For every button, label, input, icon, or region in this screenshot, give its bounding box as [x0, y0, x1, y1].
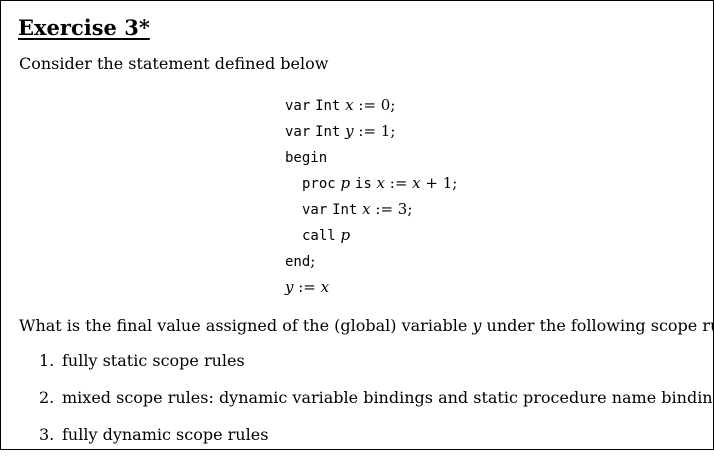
assignment-text: := 1;: [353, 122, 396, 140]
option-text: fully dynamic scope rules: [62, 425, 269, 444]
assignment-text: := 0;: [353, 96, 396, 114]
question-after: under the following scope rules?: [486, 316, 714, 335]
keyword-var: var: [302, 202, 328, 218]
semicolon: ;: [310, 252, 316, 270]
option-number: 1.: [39, 351, 55, 370]
keyword-is: is: [354, 176, 372, 192]
option-item: 3. fully dynamic scope rules: [39, 425, 714, 462]
code-line-8: y := x: [285, 277, 457, 303]
variable-x: x: [320, 278, 330, 296]
code-line-6: call p: [285, 225, 457, 251]
variable-x: x: [412, 174, 421, 192]
variable-y: y: [345, 122, 354, 140]
option-item: 2. mixed scope rules: dynamic variable bi…: [39, 388, 714, 425]
code-block: var Int x := 0; var Int y := 1; begin pr…: [285, 95, 457, 303]
assignment-text: := 3;: [370, 200, 413, 218]
question-variable: y: [472, 316, 482, 335]
option-item: 1. fully static scope rules: [39, 351, 714, 388]
exercise-intro: Consider the statement defined below: [19, 54, 329, 73]
variable-x: x: [362, 200, 371, 218]
code-line-5: var Int x := 3;: [285, 199, 457, 225]
keyword-call: call: [302, 228, 336, 244]
variable-x: x: [376, 174, 385, 192]
increment-text: + 1;: [420, 174, 458, 192]
option-text: fully static scope rules: [62, 351, 245, 370]
code-line-2: var Int y := 1;: [285, 121, 457, 147]
code-line-1: var Int x := 0;: [285, 95, 457, 121]
assignment-operator: :=: [385, 174, 413, 192]
variable-y: y: [285, 278, 294, 296]
code-line-3: begin: [285, 147, 457, 173]
variable-x: x: [345, 96, 354, 114]
option-number: 2.: [39, 388, 55, 407]
assignment-operator: :=: [293, 278, 321, 296]
exercise-title: Exercise 3*: [18, 15, 150, 40]
scope-rule-options: 1. fully static scope rules 2. mixed scope…: [39, 351, 714, 462]
keyword-int: Int: [315, 98, 341, 114]
question-text: What is the final value assigned of the …: [19, 316, 714, 335]
code-line-4: proc p is x := x + 1;: [285, 173, 457, 199]
keyword-var: var: [285, 124, 311, 140]
option-text: mixed scope rules: dynamic variable bind…: [62, 388, 714, 407]
question-before: What is the final value assigned of the …: [19, 316, 473, 335]
option-number: 3.: [39, 425, 55, 444]
code-line-7: end;: [285, 251, 457, 277]
keyword-begin: begin: [285, 150, 328, 166]
exercise-frame: Exercise 3* Consider the statement defin…: [0, 0, 714, 450]
keyword-int: Int: [332, 202, 358, 218]
procedure-name: p: [340, 226, 351, 244]
keyword-int: Int: [315, 124, 341, 140]
procedure-name: p: [340, 174, 351, 192]
keyword-end: end: [285, 254, 311, 270]
keyword-proc: proc: [302, 176, 336, 192]
keyword-var: var: [285, 98, 311, 114]
